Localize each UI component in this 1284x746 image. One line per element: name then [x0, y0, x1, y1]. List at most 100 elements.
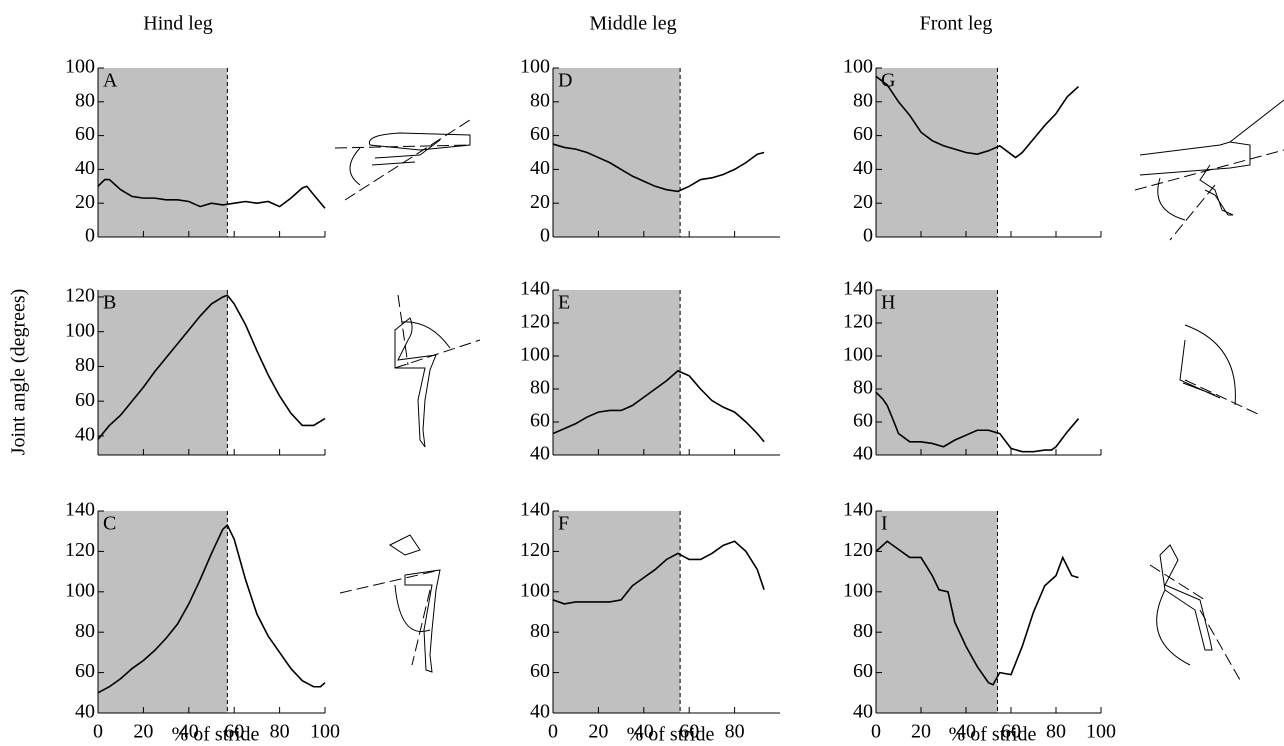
y-tick-label: 80 — [75, 89, 95, 111]
y-tick-label: 120 — [843, 311, 873, 333]
y-tick-label: 40 — [530, 157, 550, 179]
sketch-b-axes — [394, 294, 481, 369]
sketch-a-arc — [349, 147, 361, 186]
x-tick-label: 100 — [1086, 721, 1116, 743]
sketch-h — [1179, 339, 1221, 399]
y-tick-label: 40 — [853, 443, 873, 465]
sketch-i-axes — [1149, 564, 1241, 681]
y-tick-label: 80 — [75, 354, 95, 376]
y-tick-label: 40 — [853, 157, 873, 179]
y-tick-label: 80 — [853, 620, 873, 642]
stance-shade — [98, 511, 228, 713]
y-tick-label: 120 — [65, 539, 95, 561]
sketch-i-arc — [1156, 589, 1191, 666]
x-axis-label: % of stride — [172, 724, 260, 746]
y-tick-label: 60 — [853, 660, 873, 682]
y-tick-label: 0 — [85, 225, 95, 247]
panel-letter: E — [558, 292, 570, 314]
y-tick-label: 140 — [843, 278, 873, 300]
line — [552, 540, 765, 605]
stance-shade — [553, 290, 681, 455]
y-tick-label: 60 — [530, 660, 550, 682]
x-tick-label: 20 — [588, 721, 608, 743]
y-tick-label: 80 — [853, 377, 873, 399]
sketch-g-arc — [1157, 177, 1186, 221]
y-tick-label: 100 — [843, 56, 873, 78]
sketch-b-arc — [401, 321, 451, 349]
line — [97, 178, 326, 209]
y-tick-label: 100 — [843, 579, 873, 601]
x-tick-label: 20 — [133, 721, 153, 743]
x-tick-label: 40 — [634, 721, 654, 743]
x-tick-label: 80 — [270, 721, 290, 743]
panel-letter: I — [881, 513, 888, 535]
line — [552, 143, 765, 193]
x-tick-label: 60 — [679, 721, 699, 743]
y-tick-label: 140 — [843, 499, 873, 521]
x-tick-label: 80 — [725, 721, 745, 743]
y-tick-label: 60 — [530, 123, 550, 145]
x-tick-label: 0 — [548, 721, 558, 743]
stance-shade — [98, 68, 228, 237]
line — [875, 75, 1080, 159]
line — [875, 391, 1080, 453]
panel-letter: H — [881, 292, 895, 314]
y-tick-label: 100 — [65, 56, 95, 78]
panel: 40 60 80 100 120 140 0 20 40 60 80 100 C % of stride — [65, 499, 340, 746]
y-tick-label: 20 — [530, 191, 550, 213]
x-axis-label: % of stride — [949, 724, 1037, 746]
y-tick-label: 40 — [530, 443, 550, 465]
line — [97, 523, 326, 694]
y-tick-label: 0 — [540, 225, 550, 247]
y-tick-label: 80 — [530, 377, 550, 399]
y-tick-label: 80 — [530, 89, 550, 111]
y-tick-label: 60 — [530, 410, 550, 432]
y-tick-label: 40 — [75, 423, 95, 445]
sketch-b — [394, 317, 437, 448]
x-tick-label: 60 — [224, 721, 244, 743]
stance-shade — [553, 511, 681, 713]
y-tick-label: 100 — [520, 344, 550, 366]
y-tick-label: 0 — [863, 225, 873, 247]
y-tick-label: 120 — [520, 539, 550, 561]
line — [97, 294, 326, 440]
y-tick-label: 100 — [843, 344, 873, 366]
y-tick-label: 140 — [520, 499, 550, 521]
y-tick-label: 60 — [853, 410, 873, 432]
x-tick-label: 20 — [911, 721, 931, 743]
sketch-c-axes — [339, 569, 441, 666]
y-tick-label: 120 — [65, 285, 95, 307]
line — [875, 540, 1079, 686]
x-tick-label: 0 — [93, 721, 103, 743]
sketch-c — [389, 534, 441, 673]
panel: 0 20 40 60 80 100 G Front leg — [843, 13, 1102, 247]
stance-shade — [553, 68, 681, 237]
y-tick-label: 100 — [520, 579, 550, 601]
y-axis-label: Joint angle (degrees) — [8, 289, 30, 456]
sketch-a-axes — [334, 119, 471, 201]
panel-letter: G — [881, 70, 895, 92]
y-tick-label: 60 — [75, 389, 95, 411]
x-tick-label: 0 — [871, 721, 881, 743]
sketch-g-axes — [1134, 149, 1284, 241]
y-tick-label: 120 — [843, 539, 873, 561]
stance-shade — [98, 290, 228, 455]
y-tick-label: 60 — [75, 123, 95, 145]
panel: 40 60 80 100 120 140 E — [520, 278, 780, 465]
stance-shade — [876, 511, 998, 713]
y-tick-label: 100 — [65, 579, 95, 601]
panel-letter: F — [558, 513, 569, 535]
panel: 40 60 80 100 120 B Joint angle (degrees) — [8, 285, 326, 456]
y-tick-label: 140 — [520, 278, 550, 300]
y-tick-label: 140 — [65, 499, 95, 521]
x-tick-label: 100 — [310, 721, 340, 743]
panel-letter: C — [103, 513, 116, 535]
y-tick-label: 40 — [853, 701, 873, 723]
x-tick-label: 60 — [1001, 721, 1021, 743]
y-tick-label: 40 — [530, 701, 550, 723]
sketch-i — [1159, 544, 1213, 651]
y-tick-label: 80 — [530, 620, 550, 642]
y-tick-label: 120 — [520, 311, 550, 333]
x-axis-label: % of stride — [627, 724, 715, 746]
